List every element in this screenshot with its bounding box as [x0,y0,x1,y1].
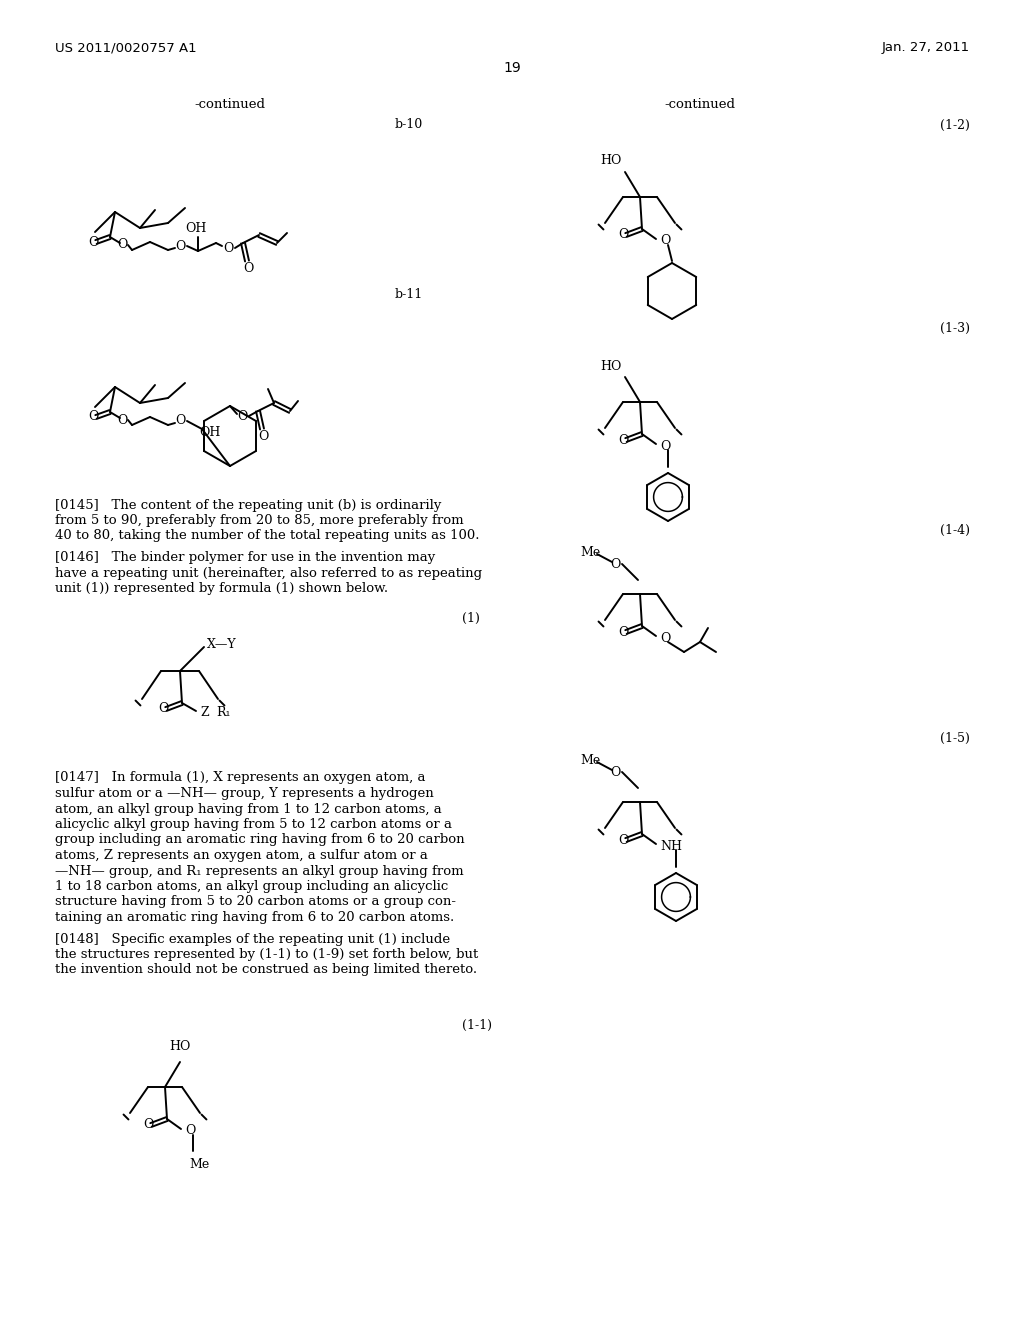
Text: HO: HO [600,154,622,168]
Text: sulfur atom or a —NH— group, Y represents a hydrogen: sulfur atom or a —NH— group, Y represent… [55,787,434,800]
Text: O: O [88,235,98,248]
Text: [0145]   The content of the repeating unit (b) is ordinarily: [0145] The content of the repeating unit… [55,499,441,511]
Text: O: O [258,430,268,444]
Text: X—Y: X—Y [207,638,237,651]
Text: 19: 19 [503,61,521,75]
Text: the invention should not be construed as being limited thereto.: the invention should not be construed as… [55,964,477,977]
Text: -continued: -continued [665,99,735,111]
Text: group including an aromatic ring having from 6 to 20 carbon: group including an aromatic ring having … [55,833,465,846]
Text: NH: NH [660,840,682,853]
Text: O: O [660,631,671,644]
Text: Me: Me [580,545,600,558]
Text: R₁: R₁ [216,706,230,719]
Text: O: O [117,239,127,252]
Text: b-11: b-11 [395,289,423,301]
Text: unit (1)) represented by formula (1) shown below.: unit (1)) represented by formula (1) sho… [55,582,388,595]
Text: alicyclic alkyl group having from 5 to 12 carbon atoms or a: alicyclic alkyl group having from 5 to 1… [55,818,452,832]
Text: O: O [117,413,127,426]
Text: O: O [88,411,98,424]
Text: O: O [618,626,629,639]
Text: Me: Me [189,1159,209,1172]
Text: structure having from 5 to 20 carbon atoms or a group con-: structure having from 5 to 20 carbon ato… [55,895,456,908]
Text: HO: HO [169,1040,190,1053]
Text: —NH— group, and R₁ represents an alkyl group having from: —NH— group, and R₁ represents an alkyl g… [55,865,464,878]
Text: [0146]   The binder polymer for use in the invention may: [0146] The binder polymer for use in the… [55,550,435,564]
Text: O: O [243,263,253,276]
Text: (1-1): (1-1) [462,1019,492,1031]
Text: Z: Z [200,706,209,719]
Text: O: O [610,557,621,570]
Text: O: O [175,239,185,252]
Text: (1-3): (1-3) [940,322,970,334]
Text: -continued: -continued [195,99,265,111]
Text: O: O [143,1118,154,1131]
Text: O: O [158,702,168,715]
Text: atoms, Z represents an oxygen atom, a sulfur atom or a: atoms, Z represents an oxygen atom, a su… [55,849,428,862]
Text: O: O [610,766,621,779]
Text: O: O [175,414,185,428]
Text: US 2011/0020757 A1: US 2011/0020757 A1 [55,41,197,54]
Text: [0147]   In formula (1), X represents an oxygen atom, a: [0147] In formula (1), X represents an o… [55,771,426,784]
Text: atom, an alkyl group having from 1 to 12 carbon atoms, a: atom, an alkyl group having from 1 to 12… [55,803,441,816]
Text: Me: Me [580,754,600,767]
Text: O: O [185,1125,196,1138]
Text: Jan. 27, 2011: Jan. 27, 2011 [882,41,970,54]
Text: [0148]   Specific examples of the repeating unit (1) include: [0148] Specific examples of the repeatin… [55,932,451,945]
Text: (1-2): (1-2) [940,119,970,132]
Text: O: O [618,228,629,242]
Text: have a repeating unit (hereinafter, also referred to as repeating: have a repeating unit (hereinafter, also… [55,566,482,579]
Text: (1-4): (1-4) [940,524,970,536]
Text: (1-5): (1-5) [940,731,970,744]
Text: O: O [618,433,629,446]
Text: (1): (1) [462,611,480,624]
Text: O: O [223,242,233,255]
Text: 40 to 80, taking the number of the total repeating units as 100.: 40 to 80, taking the number of the total… [55,529,479,543]
Text: taining an aromatic ring having from 6 to 20 carbon atoms.: taining an aromatic ring having from 6 t… [55,911,455,924]
Text: 1 to 18 carbon atoms, an alkyl group including an alicyclic: 1 to 18 carbon atoms, an alkyl group inc… [55,880,449,894]
Text: O: O [237,409,247,422]
Text: from 5 to 90, preferably from 20 to 85, more preferably from: from 5 to 90, preferably from 20 to 85, … [55,513,464,527]
Text: O: O [660,440,671,453]
Text: b-10: b-10 [395,119,423,132]
Text: HO: HO [600,359,622,372]
Text: the structures represented by (1-1) to (1-9) set forth below, but: the structures represented by (1-1) to (… [55,948,478,961]
Text: OH: OH [199,426,220,440]
Text: O: O [618,833,629,846]
Text: O: O [660,235,671,248]
Text: OH: OH [185,223,207,235]
